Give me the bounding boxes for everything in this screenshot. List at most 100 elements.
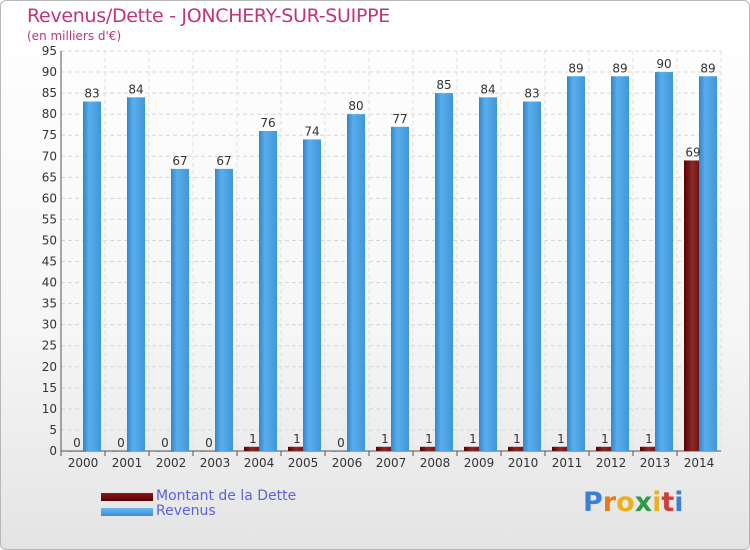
bars <box>68 72 717 452</box>
bar-dette <box>376 446 394 451</box>
data-label-dette: 0 <box>73 436 81 450</box>
y-tick-label: 35 <box>42 297 57 311</box>
bar-dette <box>156 451 174 452</box>
data-label-dette: 1 <box>601 432 609 446</box>
legend-swatch-dette <box>101 493 153 501</box>
y-tick-label: 65 <box>42 170 57 184</box>
data-label-dette: 0 <box>205 436 213 450</box>
data-label-dette: 1 <box>381 432 389 446</box>
data-label-revenus: 84 <box>128 82 143 96</box>
data-label-dette: 1 <box>249 432 257 446</box>
bar-revenus <box>83 101 101 452</box>
data-labels: 0 83 0 84 0 67 0 67 1 76 1 74 0 80 1 77 1 85 1 84 1 83 1 89 1 89 1… <box>73 57 715 450</box>
y-tick-label: 55 <box>42 212 57 226</box>
bar-revenus <box>611 76 629 452</box>
logo-letter: i <box>652 487 662 518</box>
x-tick-label: 2005 <box>288 456 319 470</box>
bar-dette <box>244 446 262 451</box>
data-label-revenus: 84 <box>480 82 495 96</box>
x-tick-label: 2012 <box>596 456 627 470</box>
data-label-dette: 0 <box>161 436 169 450</box>
x-tick-label: 2013 <box>640 456 671 470</box>
y-tick-label: 50 <box>42 233 57 247</box>
logo-letter: P <box>583 487 603 518</box>
bar-dette <box>68 451 86 452</box>
data-label-revenus: 89 <box>700 61 715 75</box>
bar-revenus <box>655 72 673 451</box>
bar-dette <box>640 446 658 451</box>
y-tick-label: 95 <box>42 44 57 58</box>
data-label-revenus: 85 <box>436 78 451 92</box>
y-tick-label: 5 <box>49 423 57 437</box>
x-tick-label: 2009 <box>464 456 495 470</box>
logo-letter: x <box>634 487 653 518</box>
data-label-revenus: 89 <box>612 61 627 75</box>
bar-dette <box>420 446 438 451</box>
x-tick-label: 2000 <box>68 456 99 470</box>
logo-letter: o <box>616 487 635 518</box>
bar-dette <box>332 451 350 452</box>
bar-dette <box>464 446 482 451</box>
x-tick-label: 2007 <box>376 456 407 470</box>
data-label-dette: 1 <box>513 432 521 446</box>
y-tick-label: 20 <box>42 360 57 374</box>
x-tick-label: 2008 <box>420 456 451 470</box>
bar-revenus <box>171 168 189 452</box>
data-label-revenus: 67 <box>172 154 187 168</box>
data-label-revenus: 67 <box>216 154 231 168</box>
y-tick-label: 80 <box>42 107 57 121</box>
y-tick-label: 45 <box>42 255 57 269</box>
y-tick-label: 15 <box>42 381 57 395</box>
bar-dette <box>508 446 526 451</box>
data-label-revenus: 83 <box>84 87 99 101</box>
logo-letter: i <box>674 487 684 518</box>
proxiti-logo: Proxiti <box>583 487 684 518</box>
y-tick-label: 25 <box>42 339 57 353</box>
bar-dette <box>112 451 130 452</box>
bar-dette <box>552 446 570 451</box>
chart-title: Revenus/Dette - JONCHERY-SUR-SUIPPE <box>27 5 390 27</box>
y-tick-label: 30 <box>42 318 57 332</box>
bar-revenus <box>435 93 453 452</box>
data-label-revenus: 77 <box>392 112 407 126</box>
data-label-dette: 1 <box>557 432 565 446</box>
bar-revenus <box>127 97 145 451</box>
x-tick-label: 2006 <box>332 456 363 470</box>
bar-revenus <box>567 76 585 452</box>
bar-dette <box>200 451 218 452</box>
y-tick-label: 90 <box>42 65 57 79</box>
bar-revenus <box>479 97 497 451</box>
x-tick-label: 2010 <box>508 456 539 470</box>
legend-label-dette: Montant de la Dette <box>156 488 297 504</box>
data-label-dette: 1 <box>469 432 477 446</box>
legend-label-revenus: Revenus <box>156 503 216 519</box>
data-label-revenus: 76 <box>260 116 275 130</box>
bar-revenus <box>303 139 321 451</box>
bar-revenus <box>523 101 541 452</box>
logo-letter: t <box>661 487 675 518</box>
x-tick-label: 2014 <box>684 456 715 470</box>
y-tick-label: 75 <box>42 128 57 142</box>
y-tick-label: 60 <box>42 191 57 205</box>
y-tick-label: 70 <box>42 149 57 163</box>
bar-revenus <box>699 76 717 452</box>
data-label-dette: 0 <box>117 436 125 450</box>
x-tick-label: 2002 <box>156 456 187 470</box>
bar-dette <box>288 446 306 451</box>
y-tick-label: 40 <box>42 276 57 290</box>
legend-swatch-revenus <box>101 508 153 516</box>
bar-dette <box>684 160 702 451</box>
data-label-revenus: 74 <box>304 124 319 138</box>
data-label-revenus: 83 <box>524 87 539 101</box>
y-tick-label: 10 <box>42 402 57 416</box>
data-label-dette: 69 <box>685 145 700 159</box>
axes: 0510152025303540455055606570758085909520… <box>42 44 721 470</box>
data-label-dette: 1 <box>425 432 433 446</box>
data-label-revenus: 80 <box>348 99 363 113</box>
data-label-dette: 1 <box>293 432 301 446</box>
data-label-dette: 1 <box>645 432 653 446</box>
x-tick-label: 2004 <box>244 456 275 470</box>
bar-revenus <box>347 114 365 451</box>
